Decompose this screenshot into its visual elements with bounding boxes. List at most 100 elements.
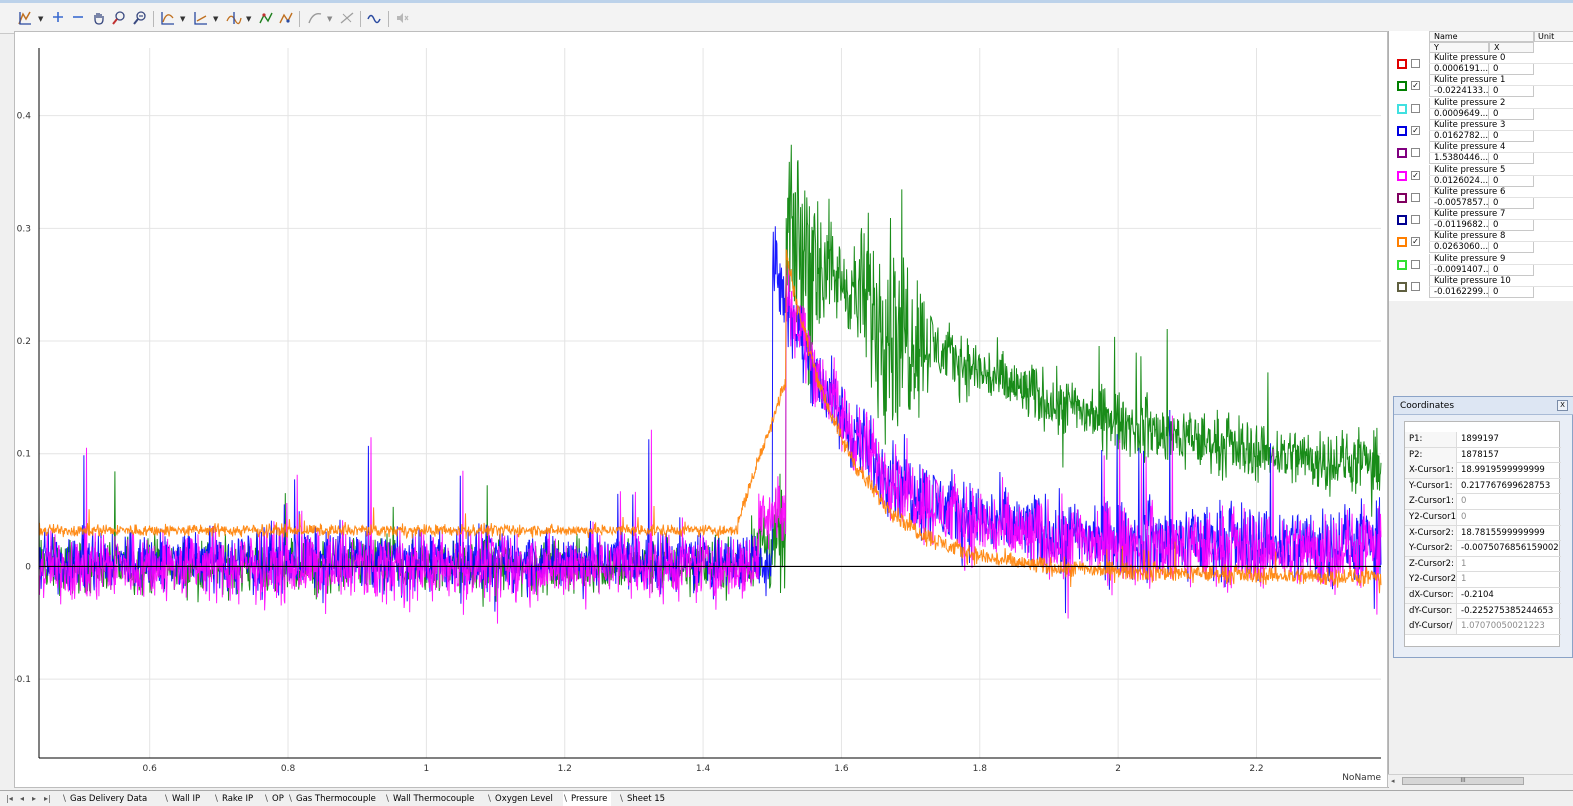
axis-icon[interactable] [192, 10, 210, 28]
channel-color-swatch[interactable] [1397, 192, 1407, 203]
x-tick-label: 2 [1115, 764, 1121, 774]
coordinate-value[interactable]: 1 [1461, 558, 1467, 569]
channel-x-value: 0 [1489, 153, 1534, 165]
marker-icon[interactable] [225, 10, 243, 28]
coordinate-value[interactable]: 1 [1461, 574, 1467, 585]
header-x[interactable]: X [1489, 42, 1534, 53]
curve-fit-icon[interactable] [159, 10, 177, 28]
plot-area[interactable]: 0.6 0.8 1 1.2 1.4 1.6 1.8 2 2.2 0.4 0.3 0.2 0.1 0 -0.1… [14, 31, 1388, 788]
coordinate-value[interactable]: -0.225275385244653 [1461, 605, 1554, 616]
coordinate-value[interactable]: 0.217767699628753 [1461, 480, 1551, 491]
channel-visibility-checkbox[interactable]: ✓ [1411, 170, 1420, 180]
close-icon[interactable]: X [1557, 400, 1568, 411]
sheet-tab[interactable]: Pressure [563, 792, 612, 806]
channel-row[interactable]: ✓ Kulite pressure 1 -0.0224133... 0 [1389, 75, 1573, 98]
channel-list[interactable]: Name Unit Y X Kulite pressure 0 0.0006191… [1388, 31, 1573, 301]
channel-visibility-checkbox[interactable] [1411, 259, 1420, 269]
channel-row[interactable]: Kulite pressure 9 -0.0091407... 0 [1389, 253, 1573, 276]
sheet-tab[interactable]: OP [264, 792, 288, 806]
channel-color-swatch[interactable] [1397, 81, 1407, 92]
pressure-chart[interactable]: 0.6 0.8 1 1.2 1.4 1.6 1.8 2 2.2 0.4 0.3 0.2 0.1 0 -0.1… [15, 32, 1387, 787]
channel-row[interactable]: ✓ Kulite pressure 5 0.0126024... 0 [1389, 164, 1573, 187]
channel-row[interactable]: Kulite pressure 6 -0.0057857... 0 [1389, 186, 1573, 209]
marker-dropdown-icon[interactable]: ▼ [246, 15, 252, 23]
pan-hand-icon[interactable] [90, 10, 108, 28]
channel-color-swatch[interactable] [1397, 103, 1407, 114]
channel-visibility-checkbox[interactable] [1411, 192, 1420, 202]
channel-x-value: 0 [1489, 86, 1534, 98]
scrollbar-thumb[interactable]: III [1402, 777, 1524, 785]
horizontal-scrollbar[interactable]: ◂ III [1388, 774, 1573, 787]
coordinate-row: Z-Cursor2: 1 [1405, 556, 1561, 573]
channel-color-swatch[interactable] [1397, 215, 1407, 226]
zoom-out-icon[interactable] [131, 10, 149, 28]
coordinate-value[interactable]: 18.9919599999999 [1461, 465, 1545, 476]
coordinate-label: Y-Cursor1: [1405, 478, 1457, 494]
coordinates-panel[interactable]: Coordinates X P1: 1899197 P2: 1878157 X-Curs… [1393, 396, 1573, 658]
sheet-tab[interactable]: Sheet 15 [619, 792, 669, 806]
sheet-tab[interactable]: Wall IP [164, 792, 204, 806]
coordinate-value[interactable]: 0 [1461, 512, 1467, 522]
peak-alt-icon[interactable] [277, 10, 295, 28]
channel-list-header: Name Unit Y X [1429, 31, 1573, 53]
channel-name: Kulite pressure 2 [1429, 97, 1573, 109]
header-y[interactable]: Y [1429, 42, 1489, 53]
channel-color-swatch[interactable] [1397, 259, 1407, 270]
channel-row[interactable]: Kulite pressure 10 -0.0162299... 0 [1389, 276, 1573, 298]
axis-dropdown-icon[interactable]: ▼ [213, 15, 219, 23]
channel-color-swatch[interactable] [1397, 125, 1407, 136]
sheet-tab[interactable]: Gas Delivery Data [62, 792, 151, 806]
channel-row[interactable]: Kulite pressure 4 1.5380446... 0 [1389, 142, 1573, 165]
channel-color-swatch[interactable] [1397, 170, 1407, 181]
channel-visibility-checkbox[interactable] [1411, 103, 1420, 113]
channel-row[interactable]: Kulite pressure 2 0.0009649... 0 [1389, 97, 1573, 120]
crosshair-plus-icon[interactable] [50, 10, 66, 28]
scroll-left-icon[interactable]: ◂ [1391, 777, 1395, 785]
channel-y-value: 0.0126024... [1429, 175, 1489, 187]
channel-visibility-checkbox[interactable] [1411, 59, 1420, 68]
coordinate-value[interactable]: 1899197 [1461, 434, 1499, 444]
cursor-icon[interactable] [16, 10, 34, 28]
sheet-tab[interactable]: Rake IP [214, 792, 257, 806]
trend-icon[interactable] [306, 10, 324, 28]
coordinates-title[interactable]: Coordinates [1394, 397, 1573, 415]
header-unit[interactable]: Unit [1534, 31, 1573, 42]
cursor-dropdown-icon[interactable]: ▼ [38, 15, 44, 23]
channel-visibility-checkbox[interactable]: ✓ [1411, 81, 1420, 91]
channel-name: Kulite pressure 0 [1429, 53, 1573, 64]
channel-visibility-checkbox[interactable]: ✓ [1411, 237, 1420, 247]
coordinates-table: P1: 1899197 P2: 1878157 X-Cursor1: 18.9919599… [1404, 421, 1561, 647]
channel-row[interactable]: Kulite pressure 0 0.0006191... 0 [1389, 53, 1573, 75]
sheet-tab[interactable]: Gas Thermocouple [288, 792, 380, 806]
header-name[interactable]: Name [1429, 31, 1534, 42]
coordinate-value[interactable]: 0 [1461, 496, 1467, 507]
coordinate-value[interactable]: 1878157 [1461, 449, 1499, 460]
sheet-tab[interactable]: Oxygen Level [487, 792, 557, 806]
coordinate-value[interactable]: 18.7815599999999 [1461, 527, 1545, 538]
channel-color-swatch[interactable] [1397, 148, 1407, 159]
first-sheet-icon[interactable]: |◂ [6, 794, 13, 803]
channel-visibility-checkbox[interactable] [1411, 215, 1420, 225]
channel-row[interactable]: Kulite pressure 7 -0.0119682... 0 [1389, 209, 1573, 232]
coordinate-value[interactable]: -0.0075076856159002 [1461, 543, 1559, 554]
sheet-tab[interactable]: Wall Thermocouple [385, 792, 478, 806]
coordinate-value[interactable]: 1.07070050021223 [1461, 621, 1545, 632]
peak-icon[interactable] [257, 10, 275, 28]
coordinate-value[interactable]: -0.2104 [1461, 590, 1494, 600]
last-sheet-icon[interactable]: ▸| [44, 794, 51, 803]
channel-row[interactable]: ✓ Kulite pressure 8 0.0263060... 0 [1389, 231, 1573, 254]
minus-icon[interactable] [70, 10, 86, 28]
waveform-icon[interactable] [366, 10, 384, 28]
channel-visibility-checkbox[interactable] [1411, 148, 1420, 158]
prev-sheet-icon[interactable]: ◂ [20, 794, 25, 803]
channel-row[interactable]: ✓ Kulite pressure 3 0.0162782... 0 [1389, 119, 1573, 142]
next-sheet-icon[interactable]: ▸ [32, 794, 37, 803]
channel-color-swatch[interactable] [1397, 237, 1407, 248]
channel-visibility-checkbox[interactable]: ✓ [1411, 125, 1420, 135]
channel-color-swatch[interactable] [1397, 59, 1407, 69]
curve-dropdown-icon[interactable]: ▼ [180, 15, 186, 23]
channel-visibility-checkbox[interactable] [1411, 282, 1420, 291]
zoom-icon[interactable] [110, 10, 128, 28]
trend-dropdown-icon[interactable]: ▼ [327, 15, 333, 23]
channel-color-swatch[interactable] [1397, 282, 1407, 292]
